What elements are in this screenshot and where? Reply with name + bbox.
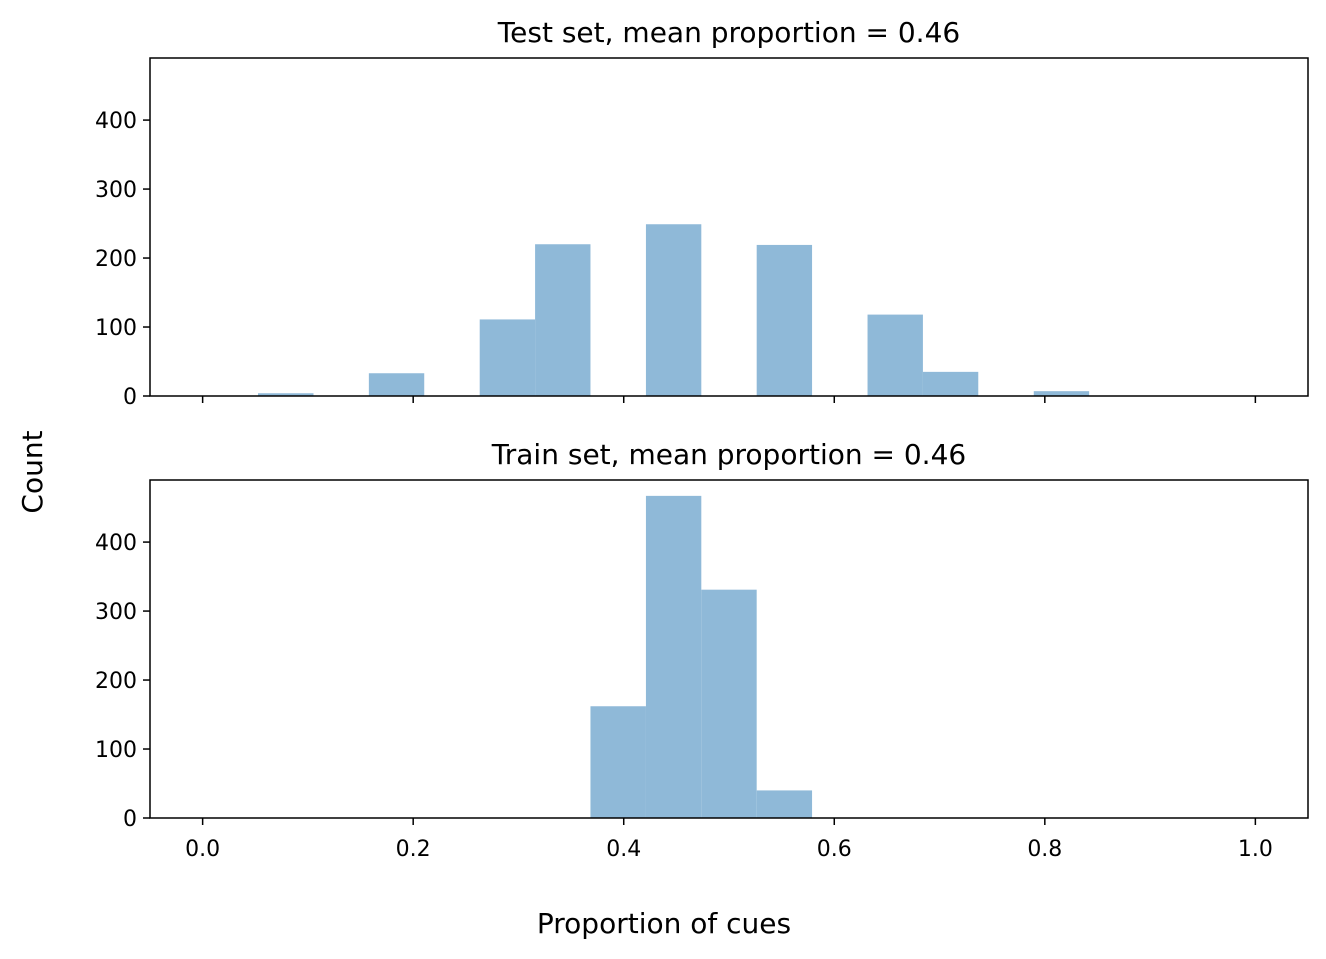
test-set-y-axis: 0 100 200 300 400 — [95, 109, 150, 410]
train-set-y-tick-label: 300 — [95, 600, 137, 625]
train-set-x-tick-label: 0.2 — [396, 837, 431, 862]
train-set-y-tick-label: 100 — [95, 738, 137, 763]
test-set-y-tick-label: 400 — [95, 109, 137, 134]
test-set-axes-frame — [149, 57, 1309, 397]
train-set-x-axis: 0.0 0.2 0.4 0.6 0.8 1.0 — [185, 818, 1273, 862]
test-set-y-tick-label: 0 — [123, 385, 137, 410]
train-set-y-tick-label: 400 — [95, 531, 137, 556]
test-set-y-tick-label: 300 — [95, 178, 137, 203]
train-set-bars — [590, 495, 813, 818]
test-set-histogram-bar — [867, 314, 923, 396]
train-set-panel: Train set, mean proportion = 0.46 0 100 20… — [95, 438, 1309, 862]
test-set-y-tick-label: 200 — [95, 247, 137, 272]
x-axis-label: Proportion of cues — [537, 907, 791, 940]
train-set-histogram-bar — [701, 589, 757, 818]
test-set-histogram-bar — [535, 244, 591, 396]
train-set-x-tick-label: 0.4 — [606, 837, 641, 862]
train-set-histogram-bar — [756, 790, 813, 818]
train-set-histogram-bar — [645, 495, 702, 818]
test-set-y-tick-label: 100 — [95, 316, 137, 341]
test-set-histogram-bar — [258, 393, 314, 396]
train-set-histogram-bar — [590, 706, 646, 818]
test-set-histogram-bar — [1033, 391, 1090, 396]
train-set-axes-frame — [149, 479, 1309, 819]
test-set-histogram-bar — [368, 373, 425, 396]
train-set-y-axis: 0 100 200 300 400 — [95, 531, 150, 832]
train-set-x-tick-label: 0.6 — [817, 837, 852, 862]
train-set-title: Train set, mean proportion = 0.46 — [491, 438, 966, 471]
y-axis-label: Count — [16, 430, 49, 513]
train-set-x-tick-label: 0.0 — [185, 837, 220, 862]
test-set-bars — [258, 224, 1090, 396]
test-set-panel: Test set, mean proportion = 0.46 0 100 200… — [95, 16, 1309, 410]
test-set-histogram-bar — [479, 319, 536, 396]
test-set-histogram-bar — [645, 224, 702, 396]
train-set-y-tick-label: 200 — [95, 669, 137, 694]
test-set-histogram-bar — [922, 371, 979, 396]
train-set-x-tick-label: 1.0 — [1238, 837, 1273, 862]
test-set-x-axis — [201, 396, 1257, 403]
test-set-title: Test set, mean proportion = 0.46 — [497, 16, 960, 49]
test-set-histogram-bar — [756, 244, 813, 396]
train-set-y-tick-label: 0 — [123, 807, 137, 832]
train-set-x-tick-label: 0.8 — [1027, 837, 1062, 862]
